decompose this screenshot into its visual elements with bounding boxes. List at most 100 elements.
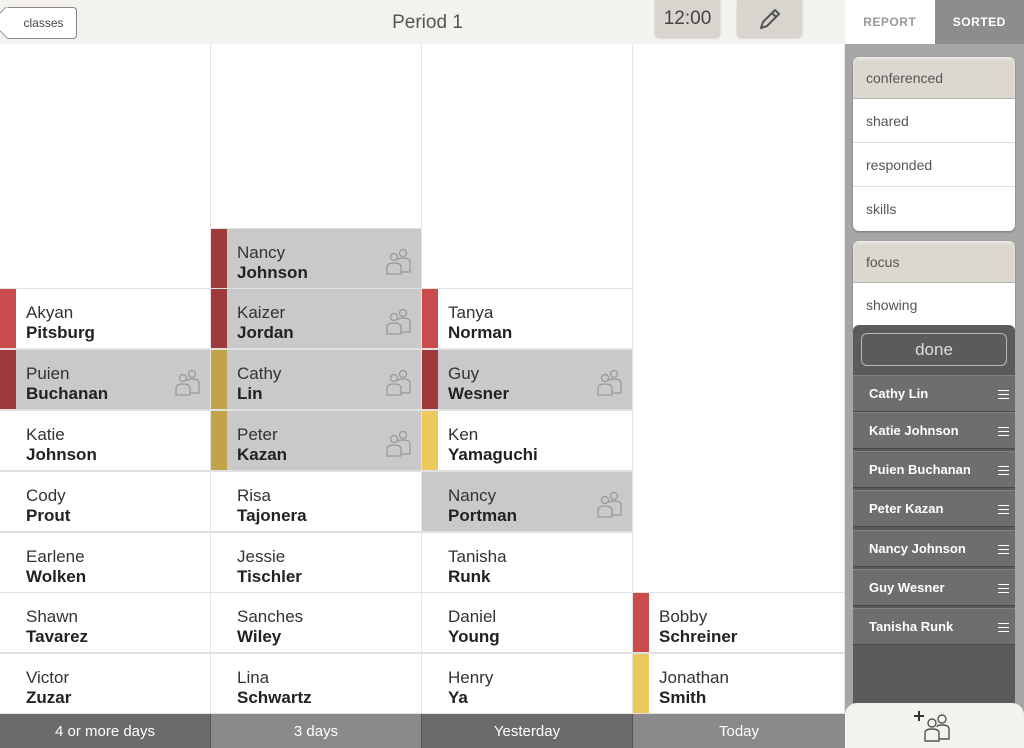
conference-icon — [381, 368, 413, 396]
student-last-name: Yamaguchi — [448, 445, 538, 464]
student-last-name: Norman — [448, 323, 513, 343]
student-card[interactable]: Puien Buchanan — [0, 349, 210, 411]
focus-list-item[interactable]: Tanisha Runk — [853, 608, 1015, 645]
student-card[interactable]: Nancy Johnson — [211, 227, 421, 289]
column: Nancy Johnson Kaizer Jordan Cathy Lin Peter Kaz… — [211, 44, 422, 715]
focus-list-item[interactable]: Guy Wesner — [853, 569, 1015, 606]
status-bar — [422, 411, 438, 470]
student-card[interactable]: Cathy Lin — [211, 349, 421, 411]
conference-icon — [592, 490, 624, 518]
status-bar — [211, 411, 227, 470]
student-first-name: Jonathan — [659, 668, 729, 688]
student-last-name: Buchanan — [26, 384, 109, 404]
student-last-name: Jordan — [237, 323, 294, 343]
student-first-name: Puien — [26, 364, 70, 384]
reorder-grip-icon[interactable] — [998, 545, 1009, 554]
status-bar — [0, 289, 16, 349]
student-first-name: Nancy — [448, 485, 497, 505]
student-card[interactable]: Lina Schwartz — [211, 653, 421, 715]
student-card[interactable]: Shawn Tavarez — [0, 592, 210, 654]
student-first-name: Jessie — [237, 546, 286, 566]
student-card[interactable]: Sanches Wiley — [211, 592, 421, 654]
status-bar — [211, 350, 227, 410]
focus-list-item[interactable]: Katie Johnson — [853, 412, 1015, 449]
student-last-name: Wolken — [26, 566, 87, 586]
filter-skills[interactable]: skills — [866, 201, 897, 217]
edit-button[interactable] — [737, 0, 802, 37]
student-last-name: Johnson — [26, 445, 97, 464]
student-card[interactable]: Akyan Pitsburg — [0, 288, 210, 350]
back-to-classes-button[interactable]: classes — [0, 6, 77, 39]
back-arrow-icon — [0, 6, 22, 38]
column-footer: Today — [633, 714, 845, 748]
student-last-name: Tischler — [237, 566, 302, 586]
column-footer: 3 days — [211, 714, 422, 748]
reorder-grip-icon[interactable] — [998, 390, 1009, 399]
add-student-button[interactable] — [845, 703, 1024, 748]
student-card[interactable]: Jonathan Smith — [633, 653, 844, 715]
focus-student-name: Puien Buchanan — [869, 462, 971, 477]
student-card[interactable]: Tanya Norman — [422, 288, 632, 350]
focus-list-item[interactable]: Puien Buchanan — [853, 451, 1015, 488]
focus-student-name: Nancy Johnson — [869, 541, 966, 556]
reorder-grip-icon[interactable] — [998, 505, 1009, 514]
focus-list-item[interactable]: Peter Kazan — [853, 490, 1015, 527]
student-last-name: Kazan — [237, 445, 288, 464]
student-card[interactable]: Daniel Young — [422, 592, 632, 654]
student-last-name: Schreiner — [659, 627, 738, 647]
student-card[interactable]: Tanisha Runk — [422, 531, 632, 593]
student-first-name: Lina — [237, 668, 270, 688]
focus-student-name: Tanisha Runk — [869, 619, 954, 634]
done-button[interactable]: done — [861, 333, 1007, 366]
status-bar — [211, 289, 227, 349]
conferenced-header[interactable]: conferenced — [853, 57, 1015, 99]
column: Bobby Schreiner Jonathan Smith — [633, 44, 845, 715]
top-bar: classes Period 1 12:00 — [0, 0, 845, 44]
focus-panel: focus showing — [853, 241, 1015, 333]
student-first-name: Akyan — [26, 303, 74, 323]
tab-report[interactable]: REPORT — [845, 0, 935, 44]
student-card[interactable]: Katie Johnson — [0, 410, 210, 471]
student-first-name: Tanya — [448, 303, 494, 323]
reorder-grip-icon[interactable] — [998, 466, 1009, 475]
student-card[interactable]: Risa Tajonera — [211, 470, 421, 532]
conference-icon — [381, 429, 413, 457]
student-last-name: Smith — [659, 688, 707, 708]
student-card[interactable]: Henry Ya — [422, 653, 632, 715]
focus-list-item[interactable]: Cathy Lin — [853, 375, 1015, 412]
student-first-name: Peter — [237, 425, 278, 444]
filter-shared[interactable]: shared — [853, 99, 1015, 143]
conferenced-panel: conferenced shared responded skills — [853, 57, 1015, 231]
student-first-name: Katie — [26, 425, 65, 444]
student-card[interactable]: Ken Yamaguchi — [422, 410, 632, 471]
focus-list-item[interactable]: Nancy Johnson — [853, 530, 1015, 567]
student-card[interactable]: Victor Zuzar — [0, 653, 210, 715]
reorder-grip-icon[interactable] — [998, 584, 1009, 593]
conference-icon — [381, 307, 413, 336]
student-card[interactable]: Cody Prout — [0, 470, 210, 532]
reorder-grip-icon[interactable] — [998, 427, 1009, 436]
student-card[interactable]: Earlene Wolken — [0, 531, 210, 593]
student-card[interactable]: Kaizer Jordan — [211, 288, 421, 350]
conference-icon — [381, 247, 413, 275]
filter-showing[interactable]: showing — [866, 297, 918, 313]
student-card[interactable]: Jessie Tischler — [211, 531, 421, 593]
filter-responded[interactable]: responded — [853, 143, 1015, 187]
sidebar-tabs: REPORT SORTED — [845, 0, 1024, 44]
column-footer: Yesterday — [422, 714, 633, 748]
focus-header[interactable]: focus — [853, 241, 1015, 283]
student-card[interactable]: Guy Wesner — [422, 349, 632, 411]
student-last-name: Portman — [448, 505, 517, 525]
student-card[interactable]: Bobby Schreiner — [633, 592, 844, 654]
student-last-name: Young — [448, 627, 500, 647]
student-card[interactable]: Nancy Portman — [422, 470, 632, 532]
student-first-name: Kaizer — [237, 303, 286, 323]
clock-button[interactable]: 12:00 — [655, 0, 720, 37]
conference-icon — [170, 368, 202, 396]
tab-sorted[interactable]: SORTED — [934, 0, 1024, 44]
student-first-name: Ken — [448, 425, 479, 444]
status-bar — [633, 593, 649, 653]
student-first-name: Tanisha — [448, 546, 507, 566]
reorder-grip-icon[interactable] — [998, 623, 1009, 632]
student-card[interactable]: Peter Kazan — [211, 410, 421, 471]
